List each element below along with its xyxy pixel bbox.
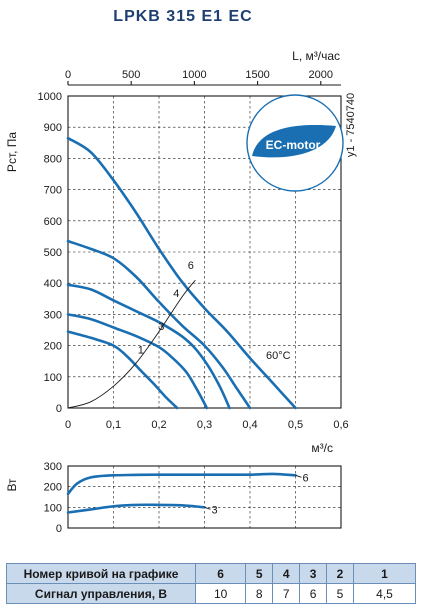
top-tick-label: 0 [65, 69, 71, 81]
signal-cell: 6 [299, 583, 328, 604]
table-row: Номер кривой на графике 6 5 4 3 2 1 [6, 563, 417, 584]
curve-label: 4 [173, 288, 179, 300]
curve-label: 3 [158, 321, 164, 333]
system-curve [67, 279, 196, 409]
chart-title: LPKB 315 E1 EC [113, 8, 252, 25]
curve-label: 1 [138, 344, 144, 356]
main-tick-labels: 0 0,1 0,2 0,3 0,4 0,5 0,6 0 100 200 300 400 500 600 70… [38, 91, 349, 431]
y-tick-label: 800 [44, 153, 62, 165]
ec-motor-badge: EC-motor [246, 94, 344, 192]
y-tick-label: 200 [44, 341, 62, 353]
pressure-curve-1 [66, 330, 179, 410]
label-leader [295, 474, 302, 478]
table-row: Сигнал управления, В 10 8 7 6 5 4,5 [6, 583, 417, 604]
badge-text: EC-motor [266, 138, 321, 152]
y-tick-label: 700 [44, 185, 62, 197]
row-header-signal: Сигнал управления, В [6, 583, 196, 604]
power-tick-label: 300 [44, 461, 62, 473]
power-grid [67, 465, 342, 529]
y-tick-label: 100 [44, 372, 62, 384]
power-frame [67, 465, 342, 529]
power-curve-3 [66, 503, 206, 514]
curve-number-cell: 4 [272, 563, 301, 584]
x-tick-label: 0,5 [288, 419, 303, 431]
x-tick-label: 0,3 [197, 419, 212, 431]
power-curve-6 [66, 472, 297, 496]
curve-number-cell: 6 [194, 563, 247, 584]
curve-number-cell: 5 [245, 563, 274, 584]
signal-cell: 4,5 [352, 583, 417, 604]
power-axis-label: Вт [5, 478, 19, 492]
power-tick-labels: 0 100 200 300 [44, 461, 62, 535]
top-tick-label: 1000 [182, 69, 206, 81]
curve-number-cell: 1 [352, 563, 417, 584]
power-tick-label: 0 [56, 523, 62, 535]
leaf-icon [252, 125, 336, 158]
y-tick-label: 900 [44, 122, 62, 134]
temperature-label: 60°C [266, 350, 291, 362]
power-curve-label: 3 [212, 504, 218, 516]
y-tick-label: 400 [44, 278, 62, 290]
pressure-curve-3 [66, 313, 209, 410]
top-axis-label: L, м³/час [292, 49, 340, 63]
x-tick-label: 0,1 [106, 419, 121, 431]
pressure-curve-4 [66, 283, 231, 410]
row-header-curve: Номер кривой на графике [6, 563, 196, 584]
pressure-curve-6 [66, 136, 297, 410]
control-signal-table: Номер кривой на графике 6 5 4 3 2 1 Сигн… [6, 563, 417, 604]
top-tick-label: 1500 [245, 69, 269, 81]
top-flow-axis: 0 500 1000 1500 2000 [65, 69, 341, 86]
power-tick-label: 200 [44, 482, 62, 494]
curve-number-cell: 2 [326, 563, 354, 584]
y-tick-label: 500 [44, 247, 62, 259]
x-tick-label: 0,4 [242, 419, 257, 431]
x-tick-label: 0 [65, 419, 71, 431]
top-tick-label: 2000 [309, 69, 333, 81]
plot-frame [67, 95, 342, 409]
y-tick-label: 1000 [38, 91, 62, 103]
power-tick-label: 100 [44, 502, 62, 514]
y-tick-label: 300 [44, 309, 62, 321]
power-curves: 63 [66, 472, 309, 516]
curve-label: 6 [188, 260, 194, 272]
side-code: у1 - 7540740 [345, 93, 357, 157]
signal-cell: 10 [194, 583, 247, 604]
curve-number-cell: 3 [299, 563, 328, 584]
pressure-curves [66, 136, 297, 410]
x-tick-label: 0,2 [151, 419, 166, 431]
x-tick-label: 0,6 [333, 419, 348, 431]
x-axis-label: м³/с [311, 441, 333, 455]
y-tick-label: 0 [56, 403, 62, 415]
signal-cell: 5 [326, 583, 354, 604]
y-tick-label: 600 [44, 216, 62, 228]
curve-labels: 6 4 3 1 [138, 260, 194, 356]
signal-cell: 8 [245, 583, 274, 604]
power-curve-label: 6 [303, 472, 309, 484]
label-leader [204, 506, 211, 510]
top-tick-label: 500 [122, 69, 140, 81]
y-axis-label: Рст, Па [5, 132, 19, 172]
signal-cell: 7 [272, 583, 301, 604]
fan-performance-chart: LPKB 315 E1 EC 0 500 1000 1500 2000 L, м³/ча… [5, 8, 357, 535]
